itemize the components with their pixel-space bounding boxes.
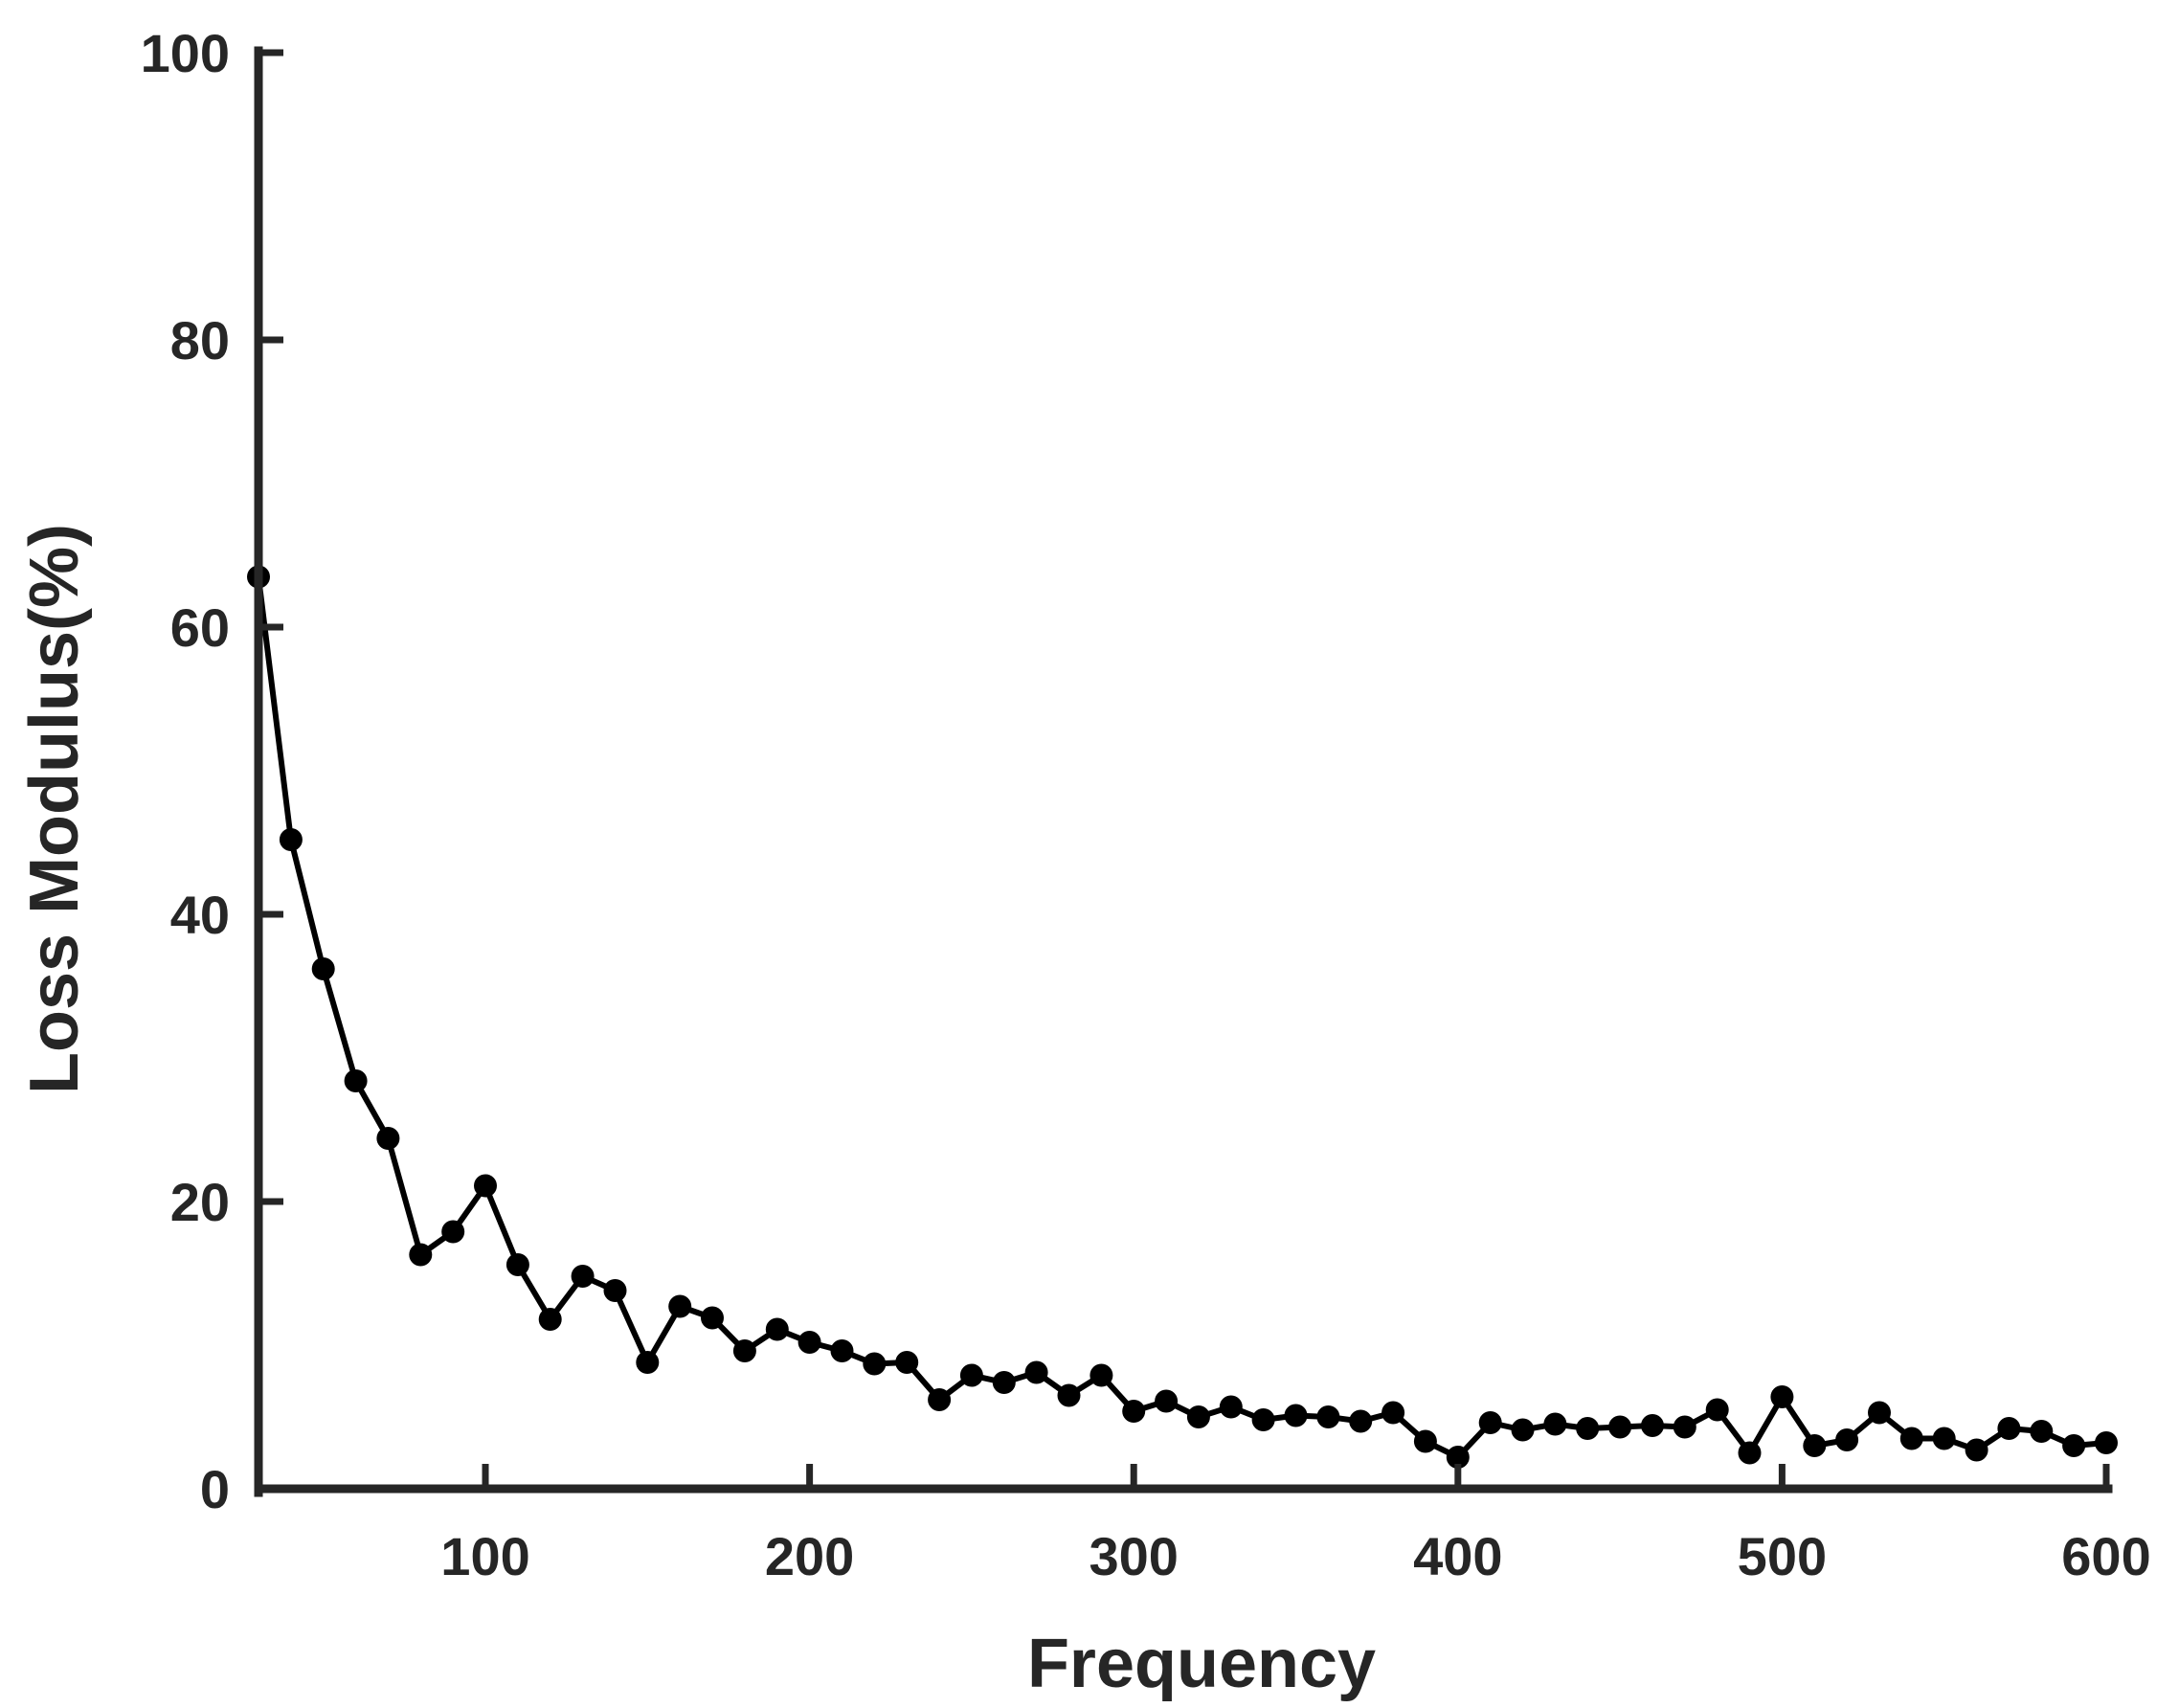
data-point: [1899, 1427, 1923, 1450]
data-point: [797, 1331, 821, 1354]
data-point: [409, 1243, 433, 1267]
x-tick-label: 600: [2061, 1526, 2150, 1586]
axes: [254, 46, 2113, 1497]
data-point: [1868, 1401, 1891, 1425]
data-point: [1543, 1412, 1567, 1436]
data-point: [1122, 1400, 1146, 1423]
data-point: [2062, 1434, 2086, 1457]
data-point: [2095, 1431, 2118, 1454]
series-line: [256, 573, 2109, 1460]
data-point: [1770, 1385, 1794, 1408]
data-point: [1349, 1409, 1373, 1433]
data-point: [1511, 1418, 1535, 1442]
data-point: [1446, 1446, 1470, 1469]
data-point: [1251, 1408, 1275, 1431]
y-tick-label: 40: [170, 885, 230, 945]
data-point: [1576, 1417, 1600, 1440]
x-tick-label: 400: [1413, 1526, 1502, 1586]
data-point: [1705, 1398, 1729, 1422]
data-point: [1413, 1429, 1437, 1453]
data-point: [1932, 1427, 1956, 1450]
series-line-layer: [256, 573, 2109, 1460]
data-point: [1057, 1383, 1081, 1407]
data-point: [474, 1174, 497, 1198]
data-point: [1382, 1401, 1405, 1425]
y-tick-label: 0: [200, 1459, 230, 1519]
data-point: [1997, 1417, 2021, 1440]
data-point: [505, 1253, 529, 1276]
data-point: [1965, 1438, 1988, 1462]
data-point: [863, 1352, 887, 1376]
data-point: [732, 1339, 756, 1362]
data-point: [1024, 1360, 1048, 1384]
data-point: [1284, 1404, 1308, 1427]
x-tick-label: 200: [765, 1526, 854, 1586]
data-point: [1673, 1415, 1696, 1439]
data-point: [992, 1371, 1016, 1394]
data-point: [2030, 1420, 2054, 1443]
data-point: [1186, 1405, 1210, 1428]
data-point: [1478, 1411, 1502, 1434]
data-point: [830, 1339, 854, 1362]
data-point: [959, 1363, 983, 1387]
data-point: [1608, 1415, 1632, 1439]
data-point: [1219, 1395, 1243, 1419]
data-point: [1738, 1441, 1762, 1465]
data-point: [636, 1351, 660, 1374]
x-tick-label: 100: [440, 1526, 529, 1586]
data-point: [1316, 1405, 1340, 1428]
data-point: [701, 1306, 724, 1330]
data-point: [895, 1351, 919, 1374]
y-tick-label: 20: [170, 1172, 230, 1232]
data-point: [1641, 1414, 1664, 1437]
data-point: [1803, 1434, 1827, 1457]
data-point: [441, 1220, 465, 1244]
data-point: [668, 1294, 692, 1318]
data-point: [376, 1127, 400, 1150]
data-point: [344, 1069, 368, 1092]
y-axis-title: Loss Modulus(%): [16, 524, 93, 1094]
data-point: [765, 1317, 789, 1341]
x-axis-title: Frequency: [1027, 1626, 1376, 1702]
series-marker-layer: [247, 565, 2118, 1469]
data-point: [538, 1308, 562, 1331]
x-tick-label: 300: [1089, 1526, 1178, 1586]
data-point: [1090, 1363, 1113, 1387]
y-tick-label: 100: [141, 23, 230, 83]
data-point: [1155, 1389, 1179, 1413]
x-tick-label: 500: [1738, 1526, 1827, 1586]
data-point: [1835, 1428, 1859, 1451]
data-point: [603, 1279, 627, 1302]
data-point: [571, 1265, 595, 1288]
ticks: 0 20 40 60 80 100 100 200 300 400 500 600: [141, 23, 2151, 1586]
data-point: [279, 828, 303, 851]
data-point: [311, 957, 335, 980]
data-point: [928, 1388, 952, 1411]
y-tick-label: 80: [170, 310, 230, 371]
y-tick-label: 60: [170, 597, 230, 658]
